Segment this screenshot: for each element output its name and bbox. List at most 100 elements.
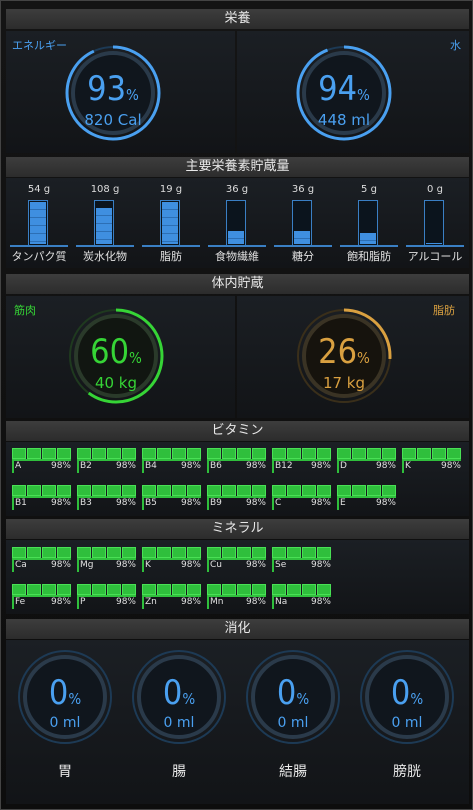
nutrient-percent: 98% xyxy=(115,498,136,508)
vitamins-header: ビタミン xyxy=(6,421,469,441)
nutrient-name: Zn xyxy=(145,597,157,607)
level-segments xyxy=(142,547,201,558)
macro-fill xyxy=(360,232,376,244)
muscle-percent-sign: % xyxy=(129,349,142,367)
level-segments xyxy=(207,547,266,558)
macro-label: 飽和脂肪 xyxy=(347,250,391,263)
nutrient-name: B3 xyxy=(80,498,92,508)
macro-value: 36 g xyxy=(225,184,249,195)
digestion-ring xyxy=(18,650,112,744)
nutrient-name: Cu xyxy=(210,560,222,570)
nutrient-percent: 98% xyxy=(115,560,136,570)
level-segments xyxy=(142,584,201,595)
digestion-value: 0 ml xyxy=(49,715,81,731)
level-segments xyxy=(207,448,266,459)
minerals-header: ミネラル xyxy=(6,519,469,539)
mineral-item: Mg 98% xyxy=(77,547,136,574)
mineral-item: Mn 98% xyxy=(207,584,266,611)
macro-bar: 108 g 炭水化物 xyxy=(74,184,136,263)
nutrient-percent: 98% xyxy=(245,597,266,607)
nutrient-percent: 98% xyxy=(50,461,71,471)
vitamin-item: B5 98% xyxy=(142,485,201,512)
digestion-gauge: 0% 0 ml xyxy=(359,649,455,745)
nutrient-name: A xyxy=(15,461,22,471)
water-percent-sign: % xyxy=(357,86,370,104)
mineral-item: Se 98% xyxy=(272,547,331,574)
nutrient-name: B1 xyxy=(15,498,27,508)
macro-bar: 54 g タンパク質 xyxy=(8,184,70,263)
nutrient-percent: 98% xyxy=(180,498,201,508)
nutrient-name: Fe xyxy=(15,597,26,607)
vitamin-item: B12 98% xyxy=(272,448,331,475)
level-segments xyxy=(77,485,136,496)
macro-baseline xyxy=(406,245,464,247)
digestion-ring xyxy=(246,650,340,744)
digestion-percent: 0 xyxy=(276,673,297,713)
macro-label: 糖分 xyxy=(292,250,314,263)
nutrient-name: B12 xyxy=(275,461,293,471)
digestion-percent: 0 xyxy=(390,673,411,713)
macro-bar: 36 g 糖分 xyxy=(272,184,334,263)
nutrient-percent: 98% xyxy=(245,461,266,471)
fat-gauge: 26% 17 kg xyxy=(296,302,392,410)
digestion-label: 腸 xyxy=(172,764,186,780)
level-segments xyxy=(337,485,396,496)
nutrient-percent: 98% xyxy=(50,597,71,607)
energy-ring xyxy=(65,45,161,141)
nutrient-name: Ca xyxy=(15,560,27,570)
level-segments xyxy=(12,485,71,496)
muscle-percent: 60 xyxy=(90,332,130,372)
macro-label: 炭水化物 xyxy=(83,250,127,263)
fat-label: 脂肪 xyxy=(433,304,455,317)
nutrient-percent: 98% xyxy=(245,498,266,508)
level-segments xyxy=(77,448,136,459)
muscle-ring xyxy=(68,308,164,404)
muscle-gauge: 60% 40 kg xyxy=(68,302,164,410)
nutrient-name: Se xyxy=(275,560,287,570)
nutrient-percent: 98% xyxy=(245,560,266,570)
digestion-ring xyxy=(132,650,226,744)
digestion-percent-sign: % xyxy=(410,690,424,708)
digestion-ring xyxy=(360,650,454,744)
nutrient-name: Na xyxy=(275,597,288,607)
level-segments xyxy=(272,584,331,595)
macro-tube xyxy=(28,200,48,246)
energy-value: 820 Cal xyxy=(84,111,142,129)
nutrient-percent: 98% xyxy=(310,560,331,570)
macro-tube xyxy=(160,200,180,246)
level-segments xyxy=(142,448,201,459)
level-segments xyxy=(272,485,331,496)
vitamin-item: K 98% xyxy=(402,448,461,475)
level-segments xyxy=(272,547,331,558)
macro-value: 5 g xyxy=(361,184,377,195)
macro-baseline xyxy=(142,245,200,247)
digestion-header: 消化 xyxy=(6,619,469,639)
mineral-item: Ca 98% xyxy=(12,547,71,574)
nutrient-name: B9 xyxy=(210,498,222,508)
level-segments xyxy=(77,547,136,558)
macro-label: 脂肪 xyxy=(160,250,182,263)
macros-header: 主要栄養素貯蔵量 xyxy=(6,157,469,177)
nutrient-name: B5 xyxy=(145,498,157,508)
digestion-gauge: 0% 0 ml xyxy=(17,649,113,745)
digestion-value: 0 ml xyxy=(163,715,195,731)
vitamin-item: B2 98% xyxy=(77,448,136,475)
nutrient-percent: 98% xyxy=(115,597,136,607)
mineral-item: Cu 98% xyxy=(207,547,266,574)
macro-tube xyxy=(358,200,378,246)
macro-bar: 0 g アルコール xyxy=(404,184,466,263)
nutrient-percent: 98% xyxy=(375,461,396,471)
nutrition-header: 栄養 xyxy=(6,9,469,29)
macro-label: 食物繊維 xyxy=(215,250,259,263)
macro-value: 19 g xyxy=(159,184,183,195)
nutrient-percent: 98% xyxy=(50,498,71,508)
digestion-percent-sign: % xyxy=(182,690,196,708)
energy-percent-sign: % xyxy=(126,86,139,104)
nutrient-name: E xyxy=(340,498,346,508)
muscle-value: 40 kg xyxy=(94,374,138,392)
digestion-label: 膀胱 xyxy=(393,764,421,780)
digestion-gauge: 0% 0 ml xyxy=(245,649,341,745)
digestion-value: 0 ml xyxy=(391,715,423,731)
mineral-item: K 98% xyxy=(142,547,201,574)
